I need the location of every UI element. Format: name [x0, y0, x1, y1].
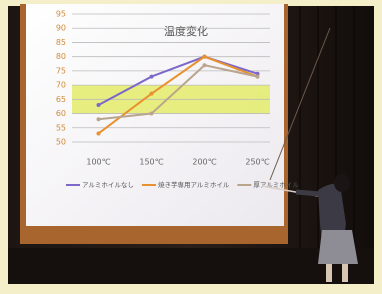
y-tick-label: 80	[56, 52, 66, 61]
y-tick-label: 55	[56, 123, 66, 132]
y-tick-label: 90	[56, 24, 66, 33]
page: 温度変化 50 55 60 65 70 75 80 85 90 95 100℃ 150℃ 200℃ 250…	[0, 0, 382, 290]
legend-label: 焼き芋専用アルミホイル	[158, 180, 230, 189]
chart-title: 温度変化	[164, 24, 208, 38]
legend-label: アルミホイルなし	[82, 181, 134, 189]
x-tick-label: 150℃	[139, 158, 163, 167]
presenter-leg	[326, 264, 332, 282]
stage-floor	[8, 248, 374, 284]
x-tick-label: 100℃	[86, 158, 110, 167]
data-point	[203, 63, 207, 67]
presenter-skirt	[318, 230, 358, 264]
data-point	[97, 131, 101, 135]
photo: 温度変化 50 55 60 65 70 75 80 85 90 95 100℃ 150℃ 200℃ 250…	[0, 0, 382, 290]
data-point	[97, 117, 101, 121]
y-tick-label: 85	[56, 38, 66, 47]
y-tick-label: 65	[56, 95, 66, 104]
y-tick-label: 60	[56, 109, 66, 118]
y-tick-label: 95	[56, 10, 66, 19]
y-tick-label: 75	[56, 66, 66, 75]
presenter-head	[334, 174, 350, 192]
presenter-arm	[296, 192, 320, 194]
data-point	[150, 112, 154, 116]
data-point	[203, 55, 207, 59]
data-point	[150, 92, 154, 96]
presenter-leg	[342, 264, 348, 282]
data-point	[150, 75, 154, 79]
data-point	[97, 103, 101, 107]
data-point	[256, 75, 260, 79]
y-tick-label: 70	[56, 81, 66, 90]
y-tick-label: 50	[56, 138, 66, 147]
x-tick-label: 250℃	[245, 158, 269, 167]
x-tick-label: 200℃	[192, 158, 216, 167]
